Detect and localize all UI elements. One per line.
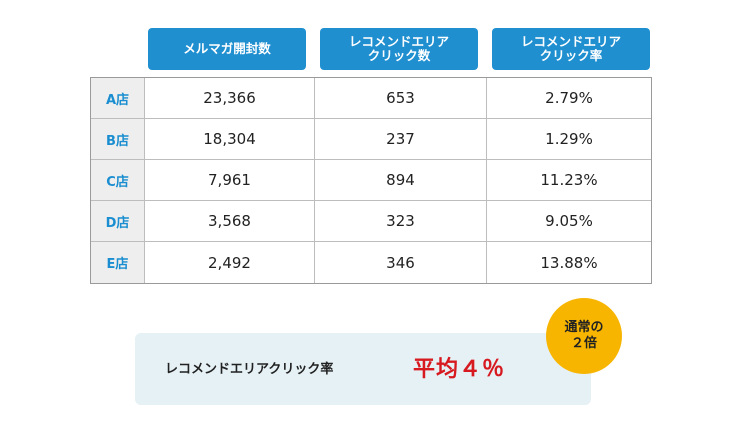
store-label: D店 [91,201,145,241]
summary-label: レコメンドエリアクリック率 [165,362,334,377]
clicks-cell: 653 [315,78,487,118]
mail-opens-cell: 2,492 [145,242,315,283]
mail-opens-cell: 18,304 [145,119,315,159]
clicks-cell: 323 [315,201,487,241]
header-recommend-ctr: レコメンドエリア クリック率 [492,28,650,70]
table-row-e: E店 2,492 346 13.88% [91,242,651,283]
click-rate-cell: 9.05% [545,212,593,230]
mail-opens-cell: 23,366 [145,78,315,118]
table-row-c: C店 7,961 894 11.23% [91,160,651,201]
store-label: A店 [91,78,145,118]
header-recommend-clicks: レコメンドエリア クリック数 [320,28,478,70]
summary-value: 平均４％ [413,357,506,382]
click-rate-cell: 13.88% [540,253,598,272]
clicks-cell: 346 [315,242,487,283]
clicks-cell: 894 [315,160,487,200]
store-stats-table: A店 23,366 653 2.79% B店 18,304 237 1.29% … [90,77,652,284]
click-rate-cell: 11.23% [540,171,598,189]
store-label: B店 [91,119,145,159]
mail-opens-cell: 7,961 [145,160,315,200]
header-mail-opens: メルマガ開封数 [148,28,306,70]
summary-box: レコメンドエリアクリック率 平均４％ [135,333,591,405]
store-label: E店 [91,242,145,283]
click-rate-cell: 1.29% [545,130,593,148]
click-rate-cell: 2.79% [545,89,593,107]
table-row-b: B店 18,304 237 1.29% [91,119,651,160]
double-badge: 通常の ２倍 [546,298,622,374]
mail-opens-cell: 3,568 [145,201,315,241]
table-row-d: D店 3,568 323 9.05% [91,201,651,242]
clicks-cell: 237 [315,119,487,159]
table-row-a: A店 23,366 653 2.79% [91,78,651,119]
store-label: C店 [91,160,145,200]
